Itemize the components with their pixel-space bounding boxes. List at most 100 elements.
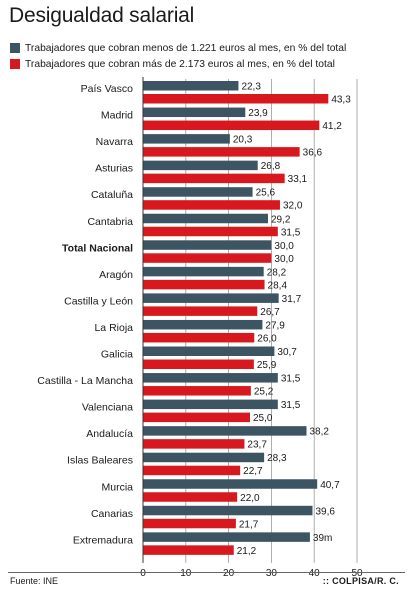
bar-high-income (143, 332, 255, 343)
bar-low-income (143, 479, 318, 489)
data-label-low-income: 38,2 (309, 427, 329, 438)
bar-low-income (143, 532, 310, 542)
bar-low-income (143, 107, 246, 118)
bar-high-income (143, 173, 285, 184)
bar-low-income (143, 346, 275, 356)
bar-high-income (143, 306, 258, 316)
data-label-high-income: 21,2 (237, 546, 257, 557)
bar-high-income (143, 359, 254, 369)
category-label: Extremadura (73, 534, 133, 546)
bar-high-income (143, 545, 234, 555)
legend-label-high-income: Trabajadores que cobran más de 2.173 eur… (25, 58, 335, 70)
data-label-high-income: 25,0 (253, 413, 273, 424)
bar-high-income (143, 412, 250, 423)
category-label: La Rioja (94, 322, 133, 334)
category-label: Galicia (101, 349, 133, 361)
bar-low-income (143, 293, 279, 303)
bar-low-income (143, 319, 263, 330)
category-label: Castilla y León (64, 295, 133, 307)
data-label-high-income: 28,4 (268, 280, 288, 291)
data-label-high-income: 30,0 (274, 254, 294, 265)
category-label: Madrid (101, 110, 133, 122)
bar-high-income (143, 518, 236, 529)
category-label: Castilla - La Mancha (37, 375, 133, 387)
bar-low-income (143, 399, 278, 410)
data-label-low-income: 22,3 (241, 82, 261, 93)
bar-low-income (143, 240, 272, 250)
bar-high-income (143, 386, 251, 396)
data-label-low-income: 30,0 (274, 241, 294, 252)
category-label: Total Nacional (62, 242, 133, 254)
bar-high-income (143, 200, 280, 210)
data-label-low-income: 30,7 (277, 347, 297, 358)
data-label-high-income: 26,7 (260, 307, 280, 318)
bar-high-income (143, 147, 300, 157)
chart-title: Desigualdad salarial (9, 4, 195, 27)
category-label: Andalucía (86, 428, 133, 440)
credit-note: :: COLPISA/R. C. (322, 576, 399, 586)
category-label: Cataluña (91, 189, 133, 201)
bar-low-income (143, 266, 264, 277)
x-tick-label: 50 (351, 568, 363, 579)
data-label-high-income: 23,7 (247, 440, 267, 451)
category-label: Murcia (101, 481, 133, 493)
category-label: Aragón (99, 269, 133, 281)
data-label-low-income: 20,3 (233, 135, 253, 146)
bar-low-income (143, 81, 239, 91)
data-label-low-income: 29,2 (271, 214, 291, 225)
category-label: Canarias (91, 508, 133, 520)
footer-divider (8, 572, 405, 573)
data-label-high-income: 21,7 (239, 519, 259, 530)
category-label: Cantabria (87, 216, 133, 228)
data-label-low-income: 39m (313, 533, 332, 544)
data-label-low-income: 40,7 (320, 480, 340, 491)
bar-low-income (143, 187, 253, 197)
data-label-high-income: 41,2 (322, 121, 342, 132)
data-label-low-income: 28,2 (267, 267, 287, 278)
bar-low-income (143, 134, 230, 144)
legend-swatch-low-income (10, 43, 20, 53)
bar-high-income (143, 120, 320, 131)
data-label-high-income: 43,3 (331, 95, 351, 106)
data-label-low-income: 39,6 (315, 506, 335, 517)
bar-low-income (143, 452, 265, 463)
bar-high-income (143, 492, 238, 502)
bar-high-income (143, 253, 272, 263)
data-label-low-income: 26,8 (261, 161, 281, 172)
data-label-low-income: 25,6 (256, 188, 276, 199)
legend-item-low-income: Trabajadores que cobran menos de 1.221 e… (10, 40, 405, 56)
x-tick-label: 20 (223, 568, 235, 579)
category-label: Navarra (96, 136, 134, 148)
data-label-low-income: 31,7 (282, 294, 302, 305)
data-label-high-income: 25,9 (257, 360, 277, 371)
data-label-high-income: 33,1 (288, 174, 308, 185)
bar-high-income (143, 465, 241, 476)
bar-low-income (143, 426, 307, 436)
category-label: País Vasco (81, 83, 133, 95)
source-note: Fuente: INE (10, 576, 59, 586)
data-label-high-income: 22,0 (240, 493, 260, 504)
data-label-low-income: 31,5 (281, 400, 301, 411)
x-tick-label: 30 (266, 568, 278, 579)
data-label-high-income: 32,0 (283, 201, 303, 212)
legend-label-low-income: Trabajadores que cobran menos de 1.221 e… (25, 42, 347, 54)
data-label-high-income: 26,0 (257, 333, 277, 344)
data-label-low-income: 31,5 (281, 374, 301, 385)
bar-low-income (143, 373, 278, 383)
data-label-low-income: 27,9 (265, 320, 285, 331)
data-label-high-income: 31,5 (281, 227, 301, 238)
x-tick-label: 0 (140, 568, 146, 579)
legend-swatch-high-income (10, 59, 20, 69)
legend: Trabajadores que cobran menos de 1.221 e… (10, 40, 405, 72)
bar-low-income (143, 505, 313, 516)
x-tick-label: 40 (309, 568, 321, 579)
bar-high-income (143, 94, 329, 104)
x-tick-label: 10 (180, 568, 192, 579)
legend-item-high-income: Trabajadores que cobran más de 2.173 eur… (10, 56, 405, 72)
category-label: Islas Baleares (67, 455, 133, 467)
data-label-high-income: 36,6 (303, 148, 323, 159)
bar-high-income (143, 279, 265, 290)
category-label: Asturias (95, 163, 133, 175)
